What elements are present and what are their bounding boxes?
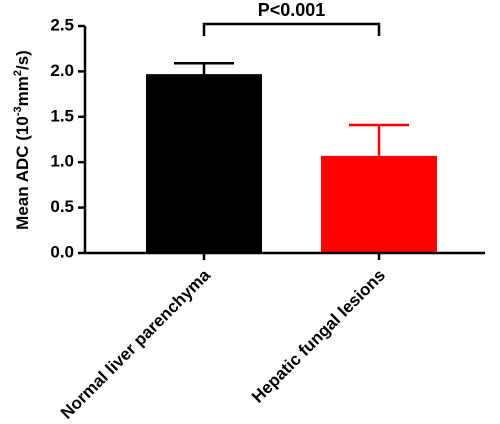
y-tick-label: 1.5: [50, 106, 74, 125]
y-axis-label: Mean ADC (10-3mm2/s): [12, 50, 33, 230]
x-category-label: Hepatic fungal lesions: [248, 266, 389, 407]
y-label-superscript: -3: [12, 106, 24, 116]
bar-1: [146, 61, 262, 254]
significance-bracket: P<0.001: [202, 0, 381, 36]
bracket-line: [202, 22, 381, 36]
bar-rect: [321, 155, 437, 253]
y-axis: 0.0 0.5 1.0 1.5 2.0 2.5: [50, 15, 87, 261]
y-label-part: Mean ADC (10: [13, 116, 32, 230]
y-label-part: /s): [13, 50, 32, 70]
x-axis: Normal liver parenchyma Hepatic fungal le…: [57, 251, 485, 423]
x-category-label: Normal liver parenchyma: [57, 265, 214, 422]
y-label-superscript: 2: [12, 70, 24, 76]
bar-2: [321, 123, 437, 253]
y-tick-label: 0.5: [50, 197, 74, 216]
y-tick-label: 2.0: [50, 61, 74, 80]
y-tick-label: 1.0: [50, 152, 74, 171]
y-tick-label: 0.0: [50, 242, 74, 261]
bars-group: [146, 61, 437, 254]
y-tick-label: 2.5: [50, 15, 74, 34]
bar-rect: [146, 74, 262, 254]
y-label-part: mm: [13, 76, 32, 106]
p-value-label: P<0.001: [258, 0, 326, 20]
